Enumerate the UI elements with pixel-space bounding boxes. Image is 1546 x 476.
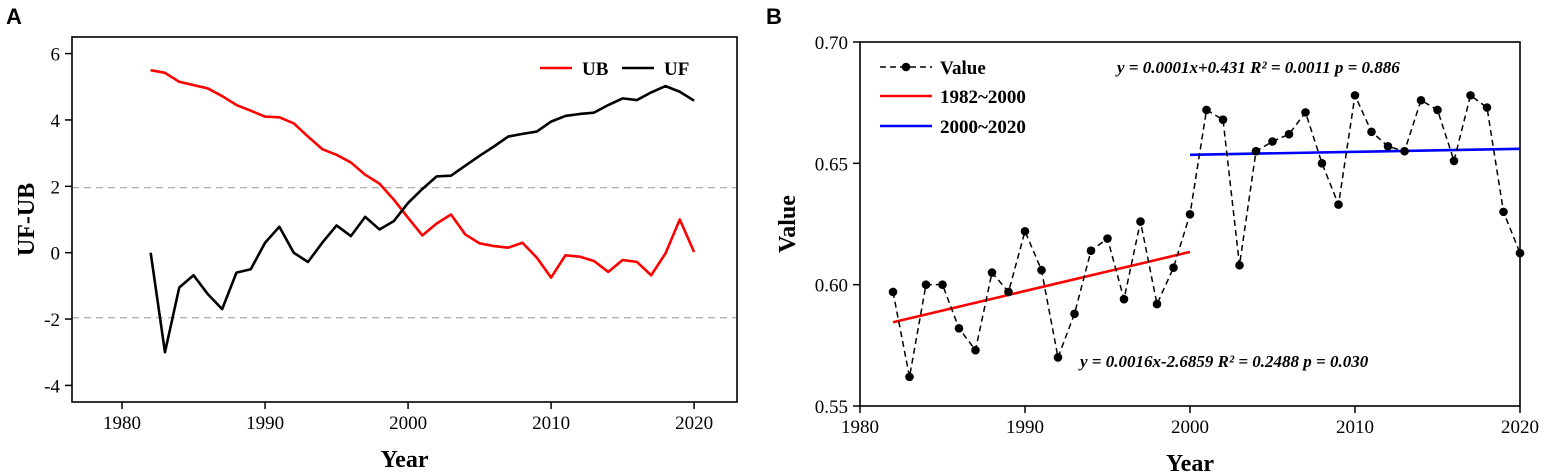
value-point xyxy=(1020,226,1030,236)
a-y-tick-label: 2 xyxy=(51,177,61,198)
panel-b-fit-annotation-2000-2020: y = 0.0001x+0.431 R² = 0.0011 p = 0.886 xyxy=(1115,58,1400,77)
b-y-tick-label: 0.70 xyxy=(815,33,848,54)
a-x-tick-label: 2000 xyxy=(389,413,427,434)
value-point xyxy=(938,280,947,289)
value-point xyxy=(1037,265,1046,275)
value-point xyxy=(1086,246,1096,255)
a-y-tick-label: -4 xyxy=(44,376,60,397)
value-point xyxy=(971,345,980,355)
panel-b-label: B xyxy=(766,4,782,29)
b-y-tick-label: 0.55 xyxy=(815,397,848,418)
b-x-tick-label: 2010 xyxy=(1336,417,1374,438)
b-x-tick-label: 2000 xyxy=(1171,417,1209,438)
panel-a-y-axis-title: UF-UB xyxy=(14,183,40,256)
a-x-tick-label: 1990 xyxy=(246,413,284,434)
value-point xyxy=(1119,294,1129,304)
value-point xyxy=(1350,91,1360,100)
value-point xyxy=(1136,217,1145,226)
a-y-tick-label: 0 xyxy=(51,244,61,265)
b-y-tick-label: 0.60 xyxy=(815,276,848,297)
value-point xyxy=(1004,287,1013,297)
b-x-tick-label: 1980 xyxy=(841,417,879,438)
legend-label-ub: UB xyxy=(582,59,609,80)
value-point xyxy=(921,280,931,289)
legend-label-2000-2020: 2000~2020 xyxy=(940,117,1026,138)
panel-b-fit-annotation-1982-2000: y = 0.0016x-2.6859 R² = 0.2488 p = 0.030 xyxy=(1078,352,1369,371)
legend-label-value: Value xyxy=(940,58,986,79)
legend-label-uf: UF xyxy=(664,59,689,80)
series-line-uf xyxy=(149,84,695,354)
panel-b-value-chart: B 1980 1990 2000 2010 2020 0.550.600.650.70 … xyxy=(766,4,1539,476)
value-point xyxy=(1400,146,1409,156)
value-point xyxy=(1251,146,1261,156)
value-point xyxy=(1218,115,1228,124)
value-point xyxy=(987,268,997,277)
value-point xyxy=(1317,159,1327,168)
value-point xyxy=(1482,103,1492,112)
series-line-ub xyxy=(150,68,696,279)
value-point xyxy=(1268,137,1277,146)
panel-b-legend: Value 1982~2000 2000~2020 xyxy=(880,58,1026,138)
trend-line-1982-2000 xyxy=(892,250,1191,324)
a-y-tick-label: 6 xyxy=(51,45,61,66)
value-point xyxy=(1334,200,1343,209)
value-point xyxy=(1449,156,1459,166)
value-point xyxy=(1169,263,1178,272)
panel-b-y-axis-title: Value xyxy=(775,195,801,253)
value-point xyxy=(1367,127,1376,137)
panel-a-legend: UB UF xyxy=(540,59,689,80)
value-point xyxy=(1416,95,1426,105)
value-point xyxy=(954,324,964,333)
value-point xyxy=(1053,353,1063,362)
b-x-tick-label: 1990 xyxy=(1006,417,1044,438)
a-y-tick-label: -2 xyxy=(44,310,60,331)
value-point xyxy=(1499,207,1508,217)
a-x-tick-label: 1980 xyxy=(103,413,141,434)
a-y-tick-label: 4 xyxy=(51,111,61,132)
value-point xyxy=(1152,299,1162,309)
a-x-tick-label: 2020 xyxy=(675,413,713,434)
value-point xyxy=(1433,105,1442,115)
value-point xyxy=(1301,108,1310,117)
panel-a-x-axis-title: Year xyxy=(381,447,429,473)
value-point xyxy=(1466,91,1475,100)
trend-line-2000-2020 xyxy=(1189,147,1521,157)
panel-a-label: A xyxy=(6,4,22,29)
legend-label-1982-2000: 1982~2000 xyxy=(940,87,1026,108)
a-x-tick-label: 2010 xyxy=(532,413,570,434)
value-point xyxy=(905,372,914,382)
panel-a-uf-ub-chart: A 1980 1990 2000 2010 2020 -4 -2 0 2 4 6 Year UF-… xyxy=(6,4,738,473)
b-y-tick-label: 0.65 xyxy=(815,154,848,175)
value-point xyxy=(1235,260,1244,270)
value-point xyxy=(888,287,898,297)
b-x-tick-label: 2020 xyxy=(1501,417,1539,438)
value-point xyxy=(1103,234,1112,243)
panel-b-x-axis-title: Year xyxy=(1166,451,1214,476)
legend-marker-value xyxy=(901,62,911,72)
value-point xyxy=(1383,142,1393,151)
value-point xyxy=(1185,209,1195,219)
value-point xyxy=(1284,129,1294,139)
panel-a-plot-frame xyxy=(71,36,738,403)
value-point xyxy=(1202,105,1211,115)
value-point xyxy=(1070,309,1079,319)
